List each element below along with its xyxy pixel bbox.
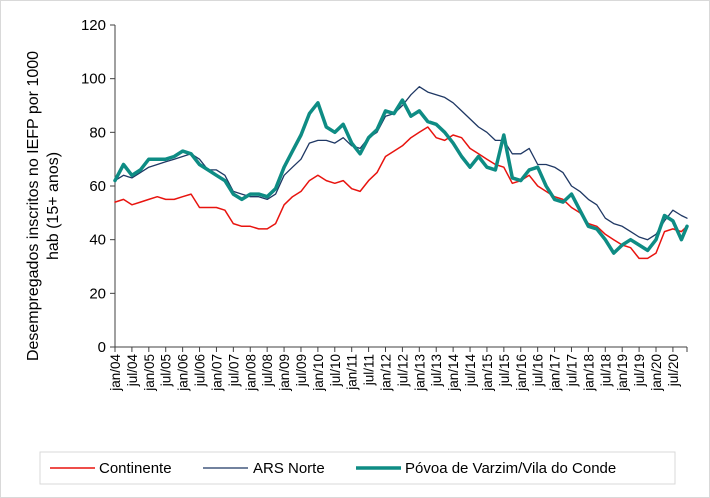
legend-label: Continente [99,460,172,477]
y-tick-label: 20 [89,285,106,302]
y-tick-label: 80 [89,124,106,141]
y-tick-label: 0 [98,339,106,356]
y-tick-label: 120 [81,17,106,34]
series-line-1 [114,126,688,260]
x-tick-label: jul/13 [429,354,444,387]
x-tick-label: jan/12 [379,354,394,392]
x-tick-label: jul/16 [531,354,546,387]
x-tick-label: jan/14 [446,354,461,392]
x-tick-label: jan/09 [277,354,292,392]
x-tick-label: jul/09 [294,354,309,387]
series-lines [113,86,689,260]
x-tick-label: jul/18 [598,354,613,387]
x-tick-label: jan/17 [548,354,563,392]
legend: Continente ARS Norte Póvoa de Varzim/Vila … [39,451,676,485]
x-tick-label: jul/06 [193,354,208,387]
x-tick-label: jan/10 [311,354,326,392]
legend-label: Póvoa de Varzim/Vila do Conde [405,460,616,477]
x-tick-label: jan/05 [142,354,157,392]
x-tick-label: jul/14 [463,354,478,388]
y-axis-title: Desempregados inscritos no IEFP por 1000… [25,51,62,361]
y-axis-title-line: Desempregados inscritos no IEFP por 1000 [25,51,42,361]
x-tick-label: jan/18 [581,354,596,392]
x-tick-label: jul/15 [497,354,512,387]
x-tick-label: jan/19 [615,354,630,392]
x-tick-label: jan/15 [480,354,495,392]
x-tick-label: jul/05 [159,354,174,387]
x-tick-label: jan/04 [108,354,123,392]
x-tick-label: jul/20 [666,354,681,387]
x-tick-label: jan/13 [412,354,427,392]
series-line-3 [113,98,689,255]
y-tick-label: 100 [81,71,106,88]
x-tick-label: jul/10 [328,354,343,387]
x-tick-label: jan/20 [649,354,664,392]
y-tick-label: 40 [89,232,106,249]
legend-label: ARS Norte [253,460,325,477]
x-tick-label: jul/04 [125,354,140,388]
x-tick-label: jul/07 [226,354,241,387]
x-tick-label: jul/12 [395,354,410,387]
x-tick-label: jul/11 [362,354,377,386]
x-tick-label: jan/06 [176,354,191,392]
x-tick-label: jan/16 [514,354,529,392]
y-tick-label: 60 [89,178,106,195]
y-axis-title-line: hab (15+ anos) [45,152,62,260]
x-tick-label: jul/08 [260,354,275,387]
x-tick-label: jul/17 [564,354,579,387]
x-tick-label: jan/11 [345,354,360,391]
x-tick-label: jul/19 [632,354,647,387]
x-tick-label: jan/07 [209,354,224,392]
x-tick-label: jan/08 [243,354,258,392]
